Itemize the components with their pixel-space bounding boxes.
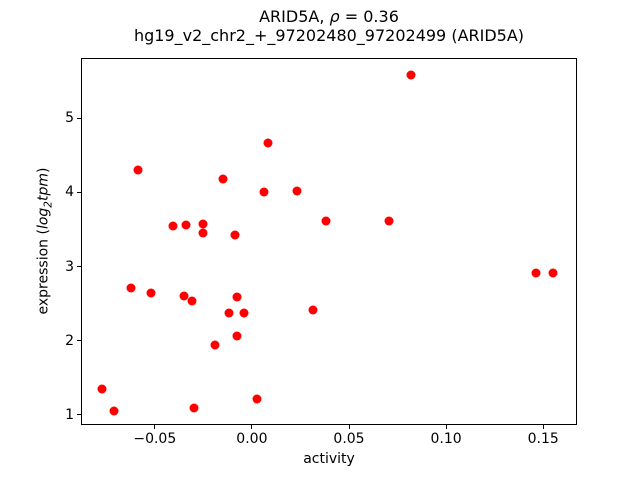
y-tick-mark bbox=[77, 117, 81, 119]
y-tick-label: 1 bbox=[65, 406, 74, 423]
y-tick-label: 5 bbox=[65, 110, 74, 127]
chart-subtitle: hg19_v2_chr2_+_97202480_97202499 (ARID5A… bbox=[133, 26, 525, 45]
scatter-point bbox=[218, 174, 228, 184]
scatter-point bbox=[308, 305, 318, 315]
scatter-point bbox=[179, 291, 189, 301]
ylabel-tpm: tpm bbox=[35, 172, 52, 202]
x-tick-mark bbox=[251, 425, 253, 429]
scatter-point bbox=[168, 221, 178, 231]
x-tick-mark bbox=[154, 425, 156, 429]
y-tick-mark bbox=[77, 340, 81, 342]
scatter-point bbox=[97, 384, 107, 394]
scatter-point bbox=[531, 268, 541, 278]
x-tick-mark bbox=[348, 425, 350, 429]
title-rho-value: = 0.36 bbox=[339, 7, 399, 26]
x-tick-mark bbox=[445, 425, 447, 429]
scatter-point bbox=[239, 308, 249, 318]
y-tick-label: 2 bbox=[65, 332, 74, 349]
y-tick-label: 4 bbox=[65, 184, 74, 201]
scatter-point bbox=[189, 403, 199, 413]
y-tick-mark bbox=[77, 414, 81, 416]
scatter-point bbox=[321, 216, 330, 226]
scatter-point bbox=[126, 283, 136, 293]
ylabel-prefix: expression ( bbox=[35, 229, 52, 315]
scatter-point bbox=[109, 406, 119, 416]
x-axis-label: activity bbox=[303, 451, 355, 467]
scatter-point bbox=[292, 186, 302, 196]
x-tick-mark bbox=[542, 425, 544, 429]
scatter-point bbox=[198, 219, 208, 229]
x-tick-label: 0.10 bbox=[430, 431, 462, 447]
scatter-point bbox=[548, 268, 558, 278]
y-tick-mark bbox=[77, 191, 81, 193]
y-axis-label: expression (log2tpm) bbox=[36, 168, 55, 315]
title-gene: ARID5A, bbox=[259, 7, 330, 26]
ylabel-log: log bbox=[35, 207, 52, 230]
title-rho-symbol: ρ bbox=[329, 7, 340, 26]
scatter-point bbox=[263, 138, 273, 148]
scatter-point bbox=[406, 70, 416, 80]
scatter-point bbox=[187, 296, 197, 306]
scatter-point bbox=[133, 165, 143, 175]
x-tick-label: 0.00 bbox=[236, 431, 268, 447]
scatter-point bbox=[224, 308, 234, 318]
x-tick-label: 0.15 bbox=[527, 431, 559, 447]
x-tick-label: −0.05 bbox=[133, 431, 177, 447]
x-tick-label: 0.05 bbox=[333, 431, 365, 447]
scatter-point bbox=[232, 292, 242, 302]
ylabel-suffix: ) bbox=[35, 167, 52, 173]
scatter-point bbox=[232, 331, 242, 341]
scatter-point bbox=[384, 216, 394, 226]
ylabel-log-subscript: 2 bbox=[42, 201, 55, 208]
scatter-point bbox=[230, 230, 240, 240]
scatter-point bbox=[146, 288, 156, 298]
scatter-point bbox=[181, 220, 191, 230]
y-tick-label: 3 bbox=[65, 258, 74, 275]
plot-area bbox=[81, 58, 577, 425]
scatter-point bbox=[198, 228, 208, 238]
scatter-point bbox=[259, 187, 269, 197]
scatter-point bbox=[252, 394, 262, 404]
y-tick-mark bbox=[77, 266, 81, 268]
scatter-point bbox=[210, 340, 220, 349]
chart-title: ARID5A, ρ = 0.36 bbox=[81, 7, 577, 26]
chart-title-block: ARID5A, ρ = 0.36 hg19_v2_chr2_+_97202480… bbox=[81, 7, 577, 45]
